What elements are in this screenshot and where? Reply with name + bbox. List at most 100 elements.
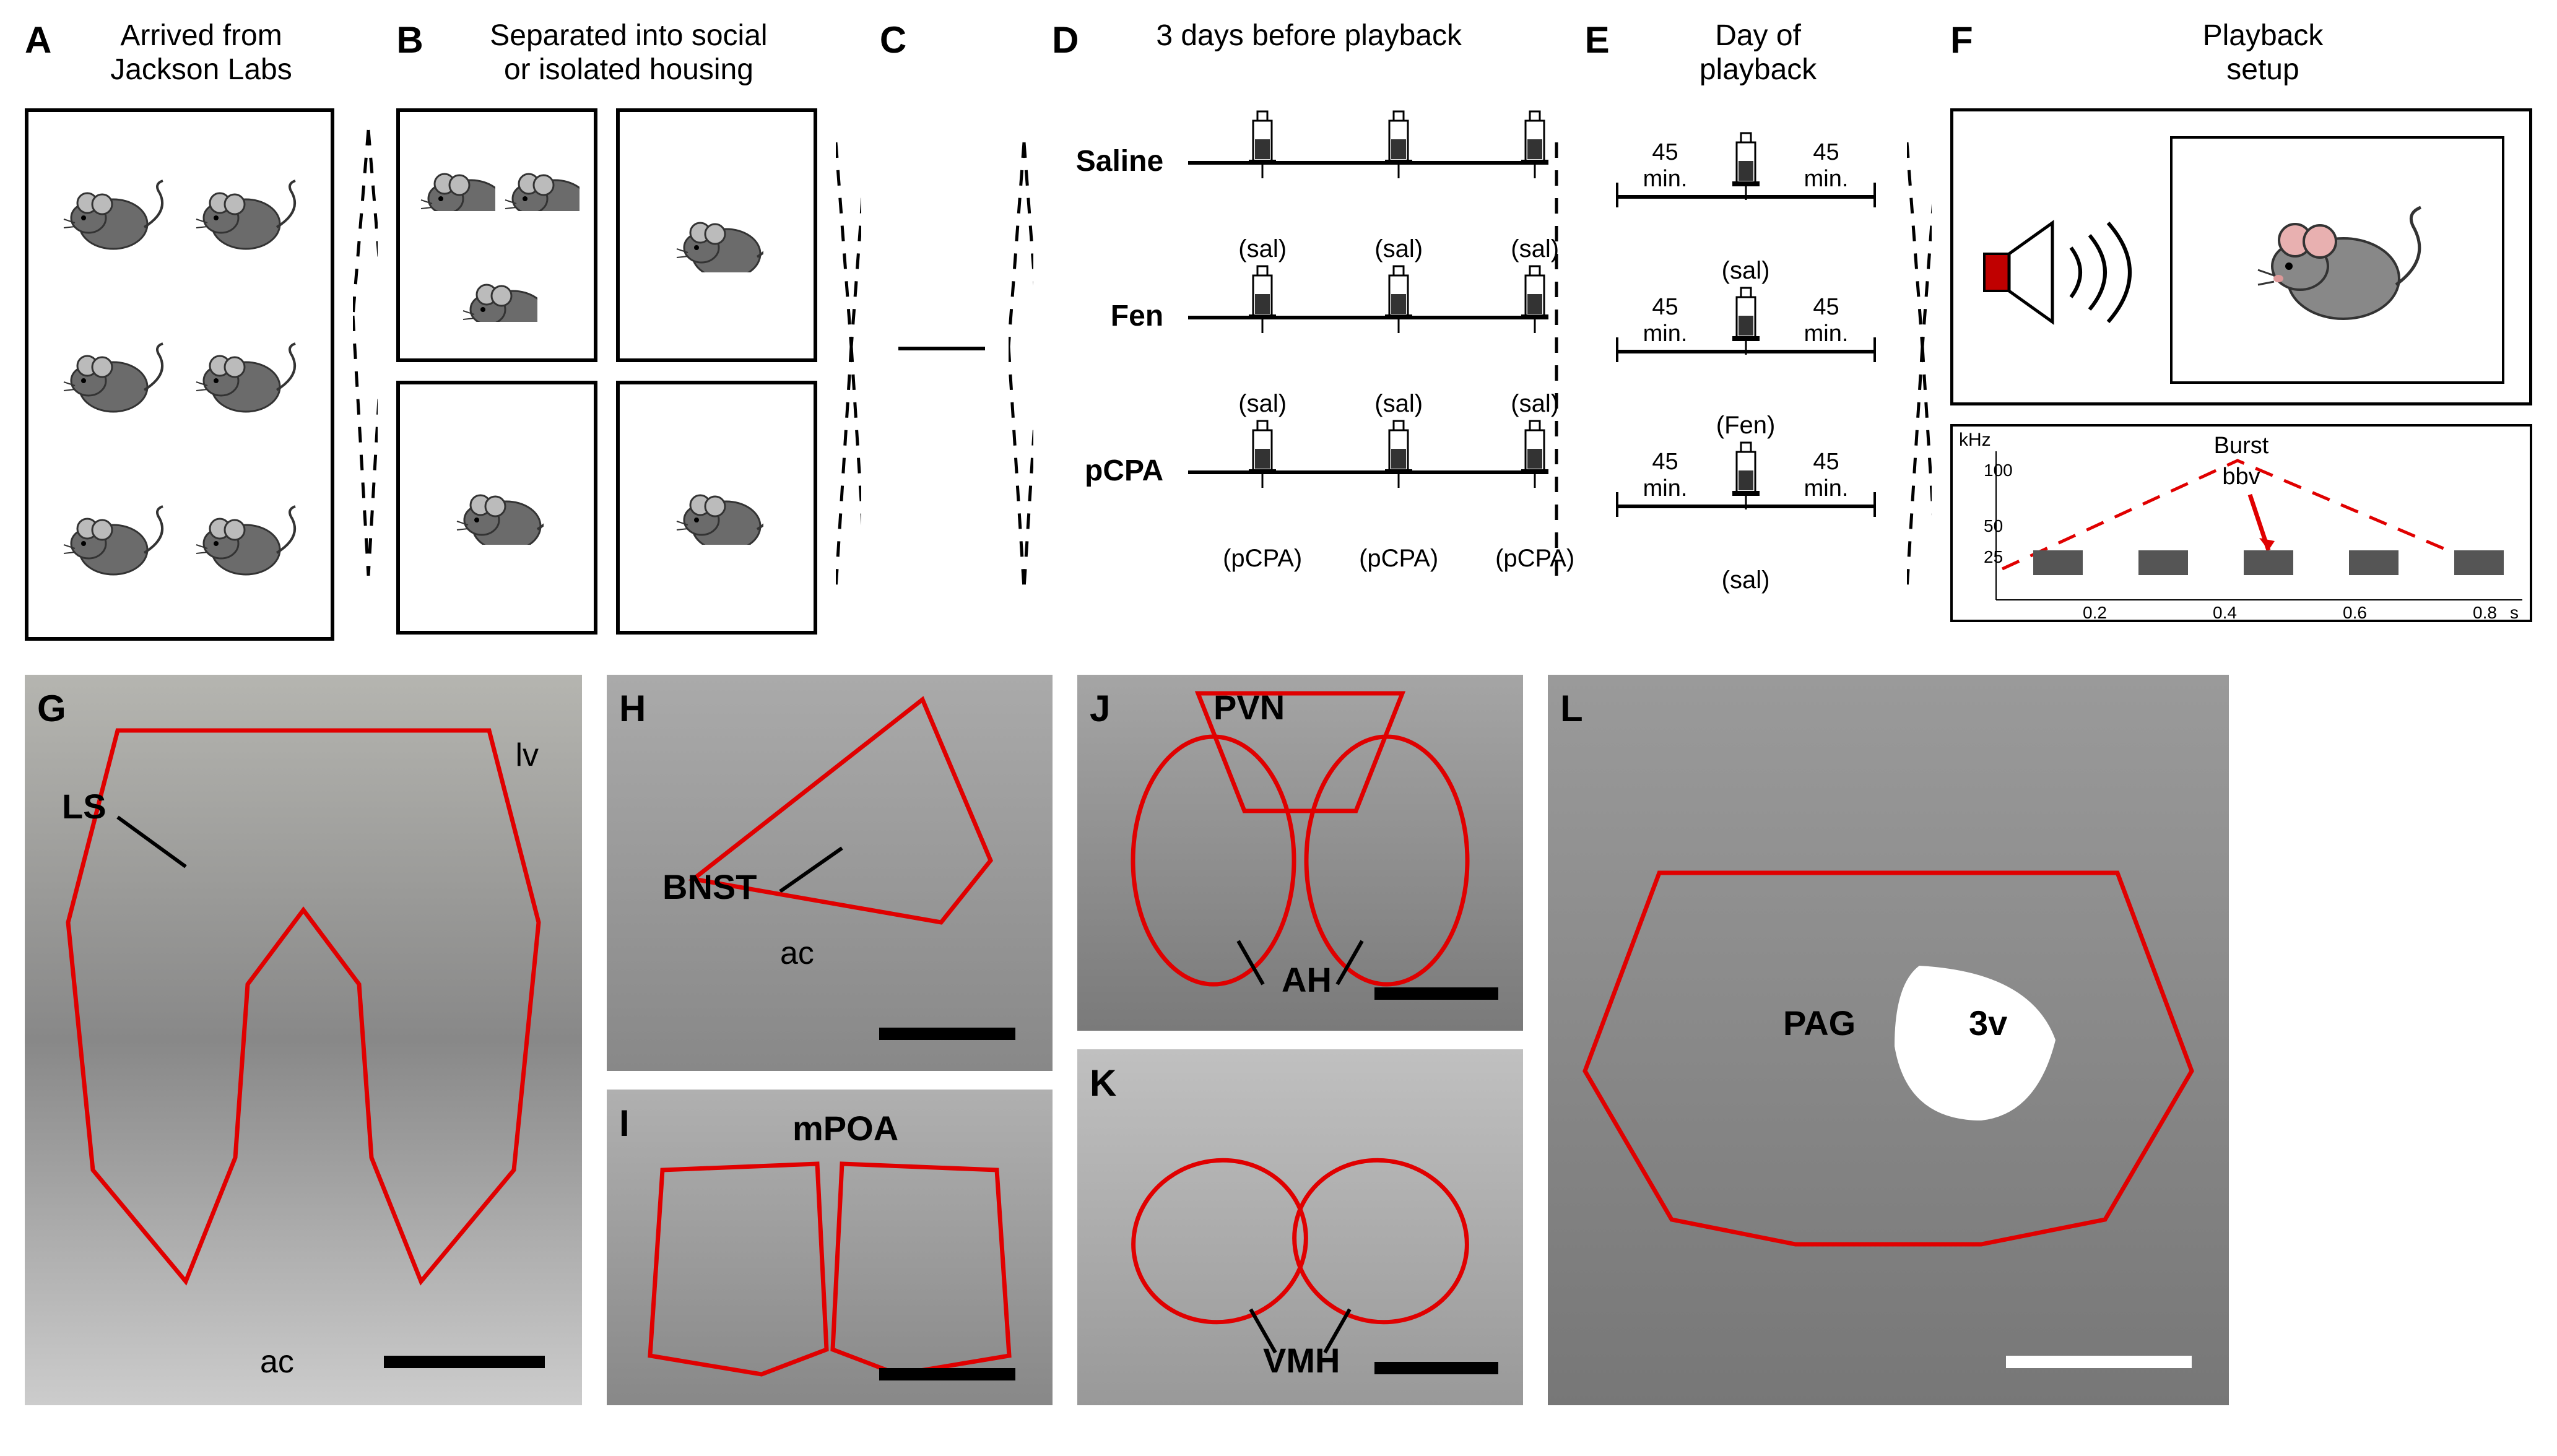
ls-label: LS [62,786,106,826]
panel-c: C 28 - 30 days [880,19,990,650]
bbv-calls [2033,550,2504,575]
mouse [186,300,306,450]
panel-d-title: 3 days before playback [1052,19,1522,53]
isolated-housing-box [616,108,817,362]
panel-h: H BNST ac [607,675,1053,1071]
micrograph-l: L PAG 3v [1548,675,2229,1405]
panel-j-label: J [1090,687,1110,730]
micrograph-j: J PVN AH [1077,675,1523,1031]
panel-b-label: B [396,19,423,61]
panel-l-label: L [1560,687,1583,730]
panel-k-label: K [1090,1062,1116,1104]
scale-bar [1374,987,1498,1000]
ytick: 25 [1984,547,2003,566]
injection-row-pcpa: pCPA (pCPA) (pCPA) (pCPA) [1052,415,1522,526]
top-row: A Arrived from Jackson Labs B Separated … [0,0,2557,669]
divider [1907,19,1932,638]
bottom-row: G LS lv ac H BNST ac [0,669,2557,1456]
divider [836,19,861,638]
pvn-label: PVN [1213,687,1285,727]
panel-hi-column: H BNST ac I mPOA [607,675,1053,1405]
e-timeline-fen: 45 min. 45 min. (Fen) [1604,294,1888,405]
panel-jk-column: J PVN AH K VMH [1077,675,1523,1405]
divider [353,19,378,576]
injection-label: pCPA [1052,454,1163,488]
isolated-housing-box [396,381,597,635]
mouse [412,260,581,322]
panel-i: I mPOA [607,1090,1053,1405]
panel-f-title: Playback setup [1950,19,2532,87]
mouse-arena [2170,136,2504,384]
lv-label: lv [515,737,539,774]
mouse-color-icon [2251,192,2424,328]
panel-h-label: H [619,687,646,730]
panel-b: B Separated into social or isolated hous… [396,19,817,650]
mouse [671,198,763,272]
scale-bar [1374,1362,1498,1374]
speaker-icon [1978,210,2151,334]
mouse [53,300,173,450]
isolated-housing-box [616,381,817,635]
injection-row-saline: Saline (sal) (sal) (sal) [1052,105,1522,217]
e-timeline-pcpa: 45 min. 45 min. (sal) [1604,449,1888,560]
mouse [451,470,544,545]
svg-text:0.8: 0.8 [2473,603,2497,622]
e-timeline-saline: 45 min. 45 min. (sal) [1604,139,1888,251]
panel-a-mousebox [25,108,334,641]
mpoa-label: mPOA [792,1108,898,1148]
injection-label: Fen [1052,299,1163,333]
vmh-label: VMH [1263,1340,1340,1380]
panel-j: J PVN AH [1077,675,1523,1031]
injection-row-fen: Fen (sal) (sal) (sal) [1052,260,1522,371]
ac-label: ac [260,1343,294,1380]
panel-e: E Day of playback 45 min. 45 min. (sal) … [1585,19,1888,650]
svg-text:0.4: 0.4 [2213,603,2237,622]
v3-label: 3v [1969,1003,2007,1043]
panel-g-label: G [37,687,66,730]
social-housing-box [396,108,597,362]
mouse [497,149,582,211]
micrograph-k: K VMH [1077,1049,1523,1405]
panel-c-label: C [880,19,906,61]
pag-label: PAG [1783,1003,1856,1043]
svg-text:0.2: 0.2 [2083,603,2107,622]
panel-a-title: Arrived from Jackson Labs [25,19,334,87]
ytick: 50 [1984,516,2003,535]
e-rows: 45 min. 45 min. (sal) 45 min. 45 min. (F… [1585,139,1888,560]
panel-i-label: I [619,1102,630,1145]
mouse [186,462,306,612]
panel-k: K VMH [1077,1049,1523,1405]
panel-a: A Arrived from Jackson Labs [25,19,334,650]
scale-bar [2006,1356,2192,1368]
panel-e-label: E [1585,19,1610,61]
panel-d-label: D [1052,19,1079,61]
scale-bar [879,1368,1015,1380]
ah-label: AH [1282,960,1332,1000]
panel-d: D 3 days before playback Saline (sal) (s… [1052,19,1522,650]
panel-f: F Playback setup Burst [1950,19,2532,650]
playback-arena [1950,108,2532,405]
micrograph-g: G LS lv ac [25,675,582,1405]
injection-label: Saline [1052,144,1163,178]
panel-a-label: A [25,19,51,61]
scale-bar [384,1356,545,1368]
timeline-connector [898,347,985,350]
mouse [53,137,173,287]
panel-l: L PAG 3v [1548,675,2229,1405]
mouse [53,462,173,612]
panel-b-title: Separated into social or isolated housin… [396,19,817,87]
micrograph-i: I mPOA [607,1090,1053,1405]
svg-text:0.6: 0.6 [2343,603,2367,622]
mouse [186,137,306,287]
divider [1009,19,1033,638]
ytick: 100 [1984,461,2013,480]
figure-container: A Arrived from Jackson Labs B Separated … [0,0,2557,1456]
panel-f-label: F [1950,19,1973,61]
mouse [671,470,763,545]
mouse [412,149,497,211]
injection-rows: Saline (sal) (sal) (sal) Fen (sal) (sal) [1052,105,1522,526]
bnst-label: BNST [662,867,757,907]
micrograph-h: H BNST ac [607,675,1053,1071]
panel-g: G LS lv ac [25,675,582,1405]
spectrogram: Burst bbv kHz 100 50 25 [1950,424,2532,622]
